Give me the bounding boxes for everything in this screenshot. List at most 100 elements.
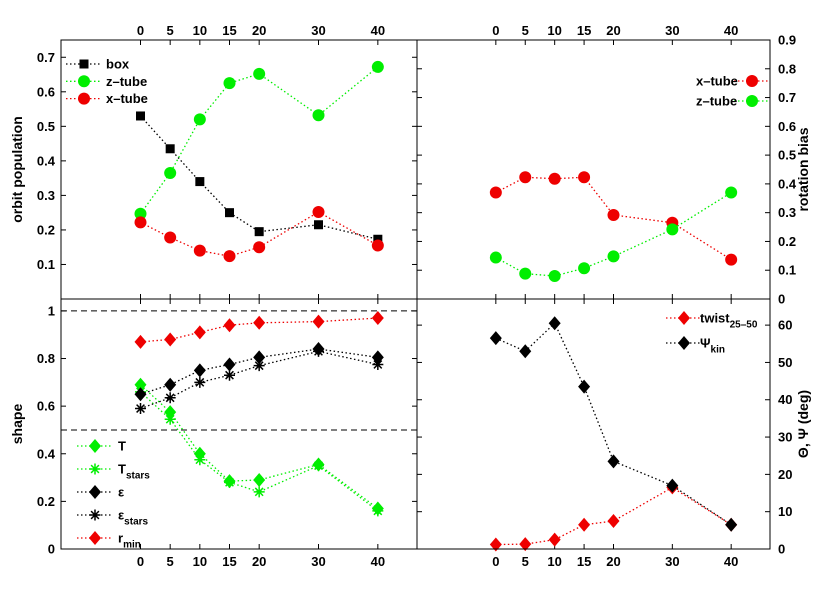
data-point <box>136 111 146 121</box>
data-point <box>312 205 325 218</box>
data-point <box>253 315 266 330</box>
legend-marker <box>89 509 101 521</box>
y-axis-label: rotation bias <box>795 127 811 211</box>
data-point <box>223 250 236 263</box>
data-point <box>254 227 264 237</box>
legend-label-main: twist <box>700 311 730 326</box>
data-point <box>313 460 325 472</box>
data-point <box>607 250 620 263</box>
y-tick-label: 0.3 <box>37 188 55 203</box>
data-point <box>548 316 561 331</box>
data-point <box>371 239 384 252</box>
legend-marker <box>89 463 101 475</box>
data-point <box>578 262 591 275</box>
series-xtube <box>134 205 384 263</box>
x-tick-label: 10 <box>193 23 207 38</box>
series-line <box>140 115 378 240</box>
y-tick-label: 40 <box>778 392 792 407</box>
y-tick-label: 30 <box>778 430 792 445</box>
y-axis-label: Θ, Ψ (deg) <box>795 390 811 458</box>
legend-label: twist25–50 <box>700 311 758 331</box>
x-tick-label: 15 <box>577 554 591 569</box>
data-point <box>372 358 384 370</box>
data-point <box>225 208 235 218</box>
data-point <box>194 376 206 388</box>
legend-label: x–tube <box>106 91 148 106</box>
legend-marker <box>89 439 101 453</box>
y-tick-label: 0.2 <box>37 222 55 237</box>
legend-label-sub: kin <box>711 345 725 356</box>
legend-label-main: x–tube <box>696 74 738 89</box>
y-tick-label: 0.4 <box>37 446 56 461</box>
y-tick-label: 0.6 <box>778 119 796 134</box>
y-tick-label: 0.9 <box>778 33 796 48</box>
data-point <box>578 379 591 394</box>
legend-label-main: z–tube <box>696 94 737 109</box>
series-twist25–50 <box>489 480 738 552</box>
data-point <box>194 454 206 466</box>
data-point <box>164 413 176 425</box>
data-point <box>578 171 591 184</box>
data-point <box>193 244 206 257</box>
data-point <box>312 109 325 122</box>
data-point <box>489 537 502 552</box>
x-tick-label: 10 <box>547 23 561 38</box>
x-tick-label: 5 <box>522 23 529 38</box>
data-point <box>193 363 206 378</box>
data-point <box>224 369 236 381</box>
y-tick-label: 0.4 <box>37 153 56 168</box>
series-Tstars <box>135 386 384 517</box>
data-point <box>164 231 177 244</box>
legend-marker <box>678 311 690 325</box>
y-tick-label: 50 <box>778 355 792 370</box>
legend-label: Tstars <box>118 462 150 482</box>
legend-label-sub: stars <box>124 517 148 528</box>
data-point <box>607 454 620 469</box>
data-point <box>372 505 384 517</box>
data-point <box>489 186 502 199</box>
legend-label-main: ε <box>118 508 124 523</box>
data-point <box>548 532 561 547</box>
y-tick-label: 0.3 <box>778 205 796 220</box>
data-point <box>725 517 738 532</box>
y-tick-label: 0.4 <box>778 176 797 191</box>
data-point <box>253 360 265 372</box>
x-tick-label: 40 <box>371 554 385 569</box>
legend-marker <box>78 92 90 105</box>
data-point <box>519 537 532 552</box>
data-point <box>725 253 738 266</box>
y-tick-label: 0.6 <box>37 84 55 99</box>
x-tick-label: 30 <box>665 554 679 569</box>
x-tick-label: 5 <box>167 23 174 38</box>
y-tick-label: 0.7 <box>37 50 55 65</box>
data-point <box>253 472 266 487</box>
y-tick-label: 0.7 <box>778 90 796 105</box>
data-point <box>314 220 324 230</box>
data-point <box>548 269 561 282</box>
legend-label-sub: min <box>123 540 141 551</box>
y-axis-label: shape <box>9 404 25 445</box>
x-tick-label: 0 <box>137 23 144 38</box>
x-tick-label: 15 <box>577 23 591 38</box>
series-ztube <box>134 60 384 220</box>
data-point <box>135 403 147 415</box>
y-tick-label: 0.8 <box>778 61 796 76</box>
y-tick-label: 60 <box>778 318 792 333</box>
data-point <box>725 186 738 199</box>
x-tick-label: 20 <box>252 554 266 569</box>
legend-label-main: T <box>118 439 126 454</box>
data-point <box>193 325 206 340</box>
data-point <box>223 357 236 372</box>
data-point <box>164 377 177 392</box>
data-point <box>223 318 236 333</box>
x-tick-label: 15 <box>222 554 236 569</box>
series-rmin <box>134 311 384 349</box>
data-point <box>519 344 532 359</box>
legend-label: x–tube <box>696 74 738 89</box>
data-point <box>253 486 265 498</box>
data-point <box>371 311 384 326</box>
x-tick-label: 30 <box>665 23 679 38</box>
data-point <box>519 267 532 280</box>
legend-marker <box>78 75 90 88</box>
